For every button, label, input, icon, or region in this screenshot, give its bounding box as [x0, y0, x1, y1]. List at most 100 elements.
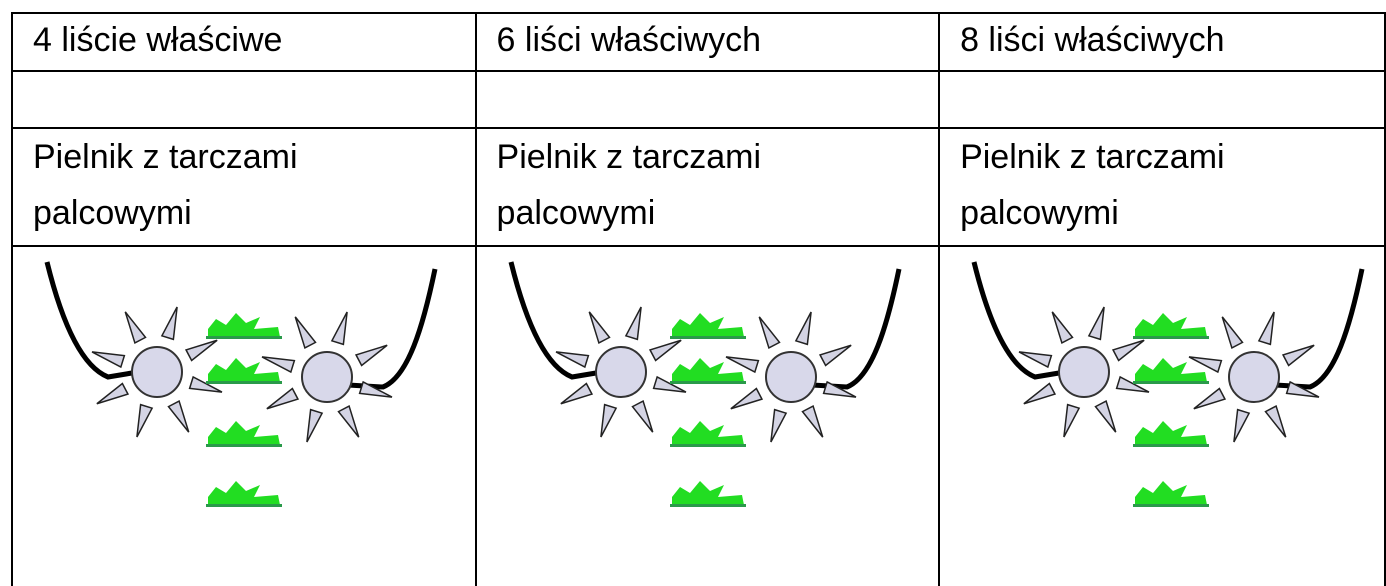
gear-spike	[184, 339, 218, 362]
gear-spike	[160, 306, 178, 341]
gear-spike	[1188, 356, 1223, 374]
gear-spike	[1285, 380, 1320, 398]
plant	[1135, 358, 1208, 382]
gear-spike	[1221, 316, 1244, 350]
frame-arm	[44, 261, 139, 380]
header-cell: 4 liście właściwe	[11, 12, 477, 72]
gear-spike	[652, 375, 686, 393]
gear-spike	[1018, 351, 1053, 369]
plant	[671, 421, 744, 445]
image-cell	[474, 245, 941, 586]
gear-spike	[330, 311, 348, 346]
gear-spike	[96, 382, 130, 405]
gear-spike	[1087, 306, 1105, 341]
plant	[208, 358, 280, 382]
gear-spike	[758, 316, 781, 350]
empty-cell	[938, 70, 1386, 129]
frame-arm	[811, 268, 901, 390]
soil	[206, 381, 282, 384]
gear-disc	[764, 351, 817, 403]
gear-disc	[1228, 351, 1281, 403]
gear-spike	[136, 403, 154, 438]
header-row: 4 liście właściwe 6 liści właściwych 8 l…	[11, 12, 1386, 72]
soil	[1133, 444, 1210, 447]
frame-arm	[347, 268, 438, 390]
header-text: 6 liści właściwych	[496, 21, 762, 59]
weeder-illustration	[508, 261, 901, 507]
header-cell: 6 liści właściwych	[474, 12, 941, 72]
gear-spike	[91, 351, 126, 369]
tool-row: Pielnik z tarczami palcowymi Pielnik z t…	[11, 127, 1386, 247]
gear-spike	[729, 387, 763, 410]
plant	[671, 481, 744, 505]
gear-disc	[1058, 346, 1111, 398]
tool-text: Pielnik z tarczami palcowymi	[33, 138, 298, 232]
gear-spike	[725, 356, 759, 374]
gear-spike	[337, 404, 360, 438]
gear-disc	[301, 351, 353, 403]
plant	[208, 481, 280, 505]
frame-arm	[508, 261, 602, 380]
plant	[1135, 481, 1208, 505]
gear-spike	[800, 404, 823, 438]
gear-spike	[794, 311, 812, 346]
tool-cell: Pielnik z tarczami palcowymi	[11, 127, 477, 247]
plant	[208, 421, 280, 445]
gear-disc	[131, 346, 183, 398]
plant	[671, 358, 744, 382]
plant	[671, 313, 744, 337]
frame-arm	[971, 261, 1066, 380]
table: 4 liście właściwe 6 liści właściwych 8 l…	[11, 12, 1386, 586]
gear-spike	[769, 408, 787, 443]
gear-spike	[1264, 404, 1287, 438]
gear-spike	[630, 399, 653, 433]
empty-row	[11, 70, 1386, 129]
gear-spike	[1051, 311, 1074, 345]
plant	[208, 313, 280, 337]
soil	[1133, 336, 1210, 339]
plant	[1135, 421, 1208, 445]
gear-spike	[167, 399, 190, 433]
header-text: 8 liści właściwych	[960, 21, 1225, 59]
gear-spike	[261, 356, 296, 374]
gear-spike	[354, 344, 388, 367]
gear-spike	[1023, 382, 1057, 405]
gear-spike	[588, 311, 611, 345]
soil	[669, 504, 746, 507]
gear-spike	[358, 380, 393, 398]
image-cell	[11, 245, 477, 586]
gear-spike	[188, 375, 223, 393]
header-text: 4 liście właściwe	[33, 21, 283, 59]
empty-cell	[11, 70, 477, 129]
soil	[669, 444, 746, 447]
tool-text: Pielnik z tarczami palcowymi	[960, 138, 1225, 232]
gear-spike	[1282, 344, 1315, 367]
weeder-illustration	[971, 261, 1365, 507]
soil	[1133, 381, 1210, 384]
soil	[669, 381, 746, 384]
gear-spike	[306, 408, 324, 443]
soil	[206, 504, 282, 507]
gear-spike	[1112, 339, 1145, 362]
soil	[1133, 504, 1210, 507]
gear-spike	[1193, 387, 1227, 410]
image-row	[11, 245, 1386, 586]
gear-spike	[1094, 399, 1117, 433]
empty-cell	[474, 70, 941, 129]
tool-text: Pielnik z tarczami palcowymi	[496, 138, 762, 232]
gear-spike	[822, 380, 856, 398]
gear-spike	[818, 344, 852, 367]
image-cell	[938, 245, 1386, 586]
gear-spike	[1257, 311, 1275, 346]
gear-spike	[294, 316, 317, 350]
gear-spike	[1115, 375, 1150, 393]
soil	[206, 336, 282, 339]
gear-spike	[624, 306, 642, 341]
gear-spike	[555, 351, 589, 369]
gear-disc	[594, 346, 647, 398]
header-cell: 8 liści właściwych	[938, 12, 1386, 72]
gear-spike	[559, 382, 593, 405]
plant	[1135, 313, 1208, 337]
gear-spike	[124, 311, 147, 345]
frame-arm	[1274, 268, 1365, 390]
